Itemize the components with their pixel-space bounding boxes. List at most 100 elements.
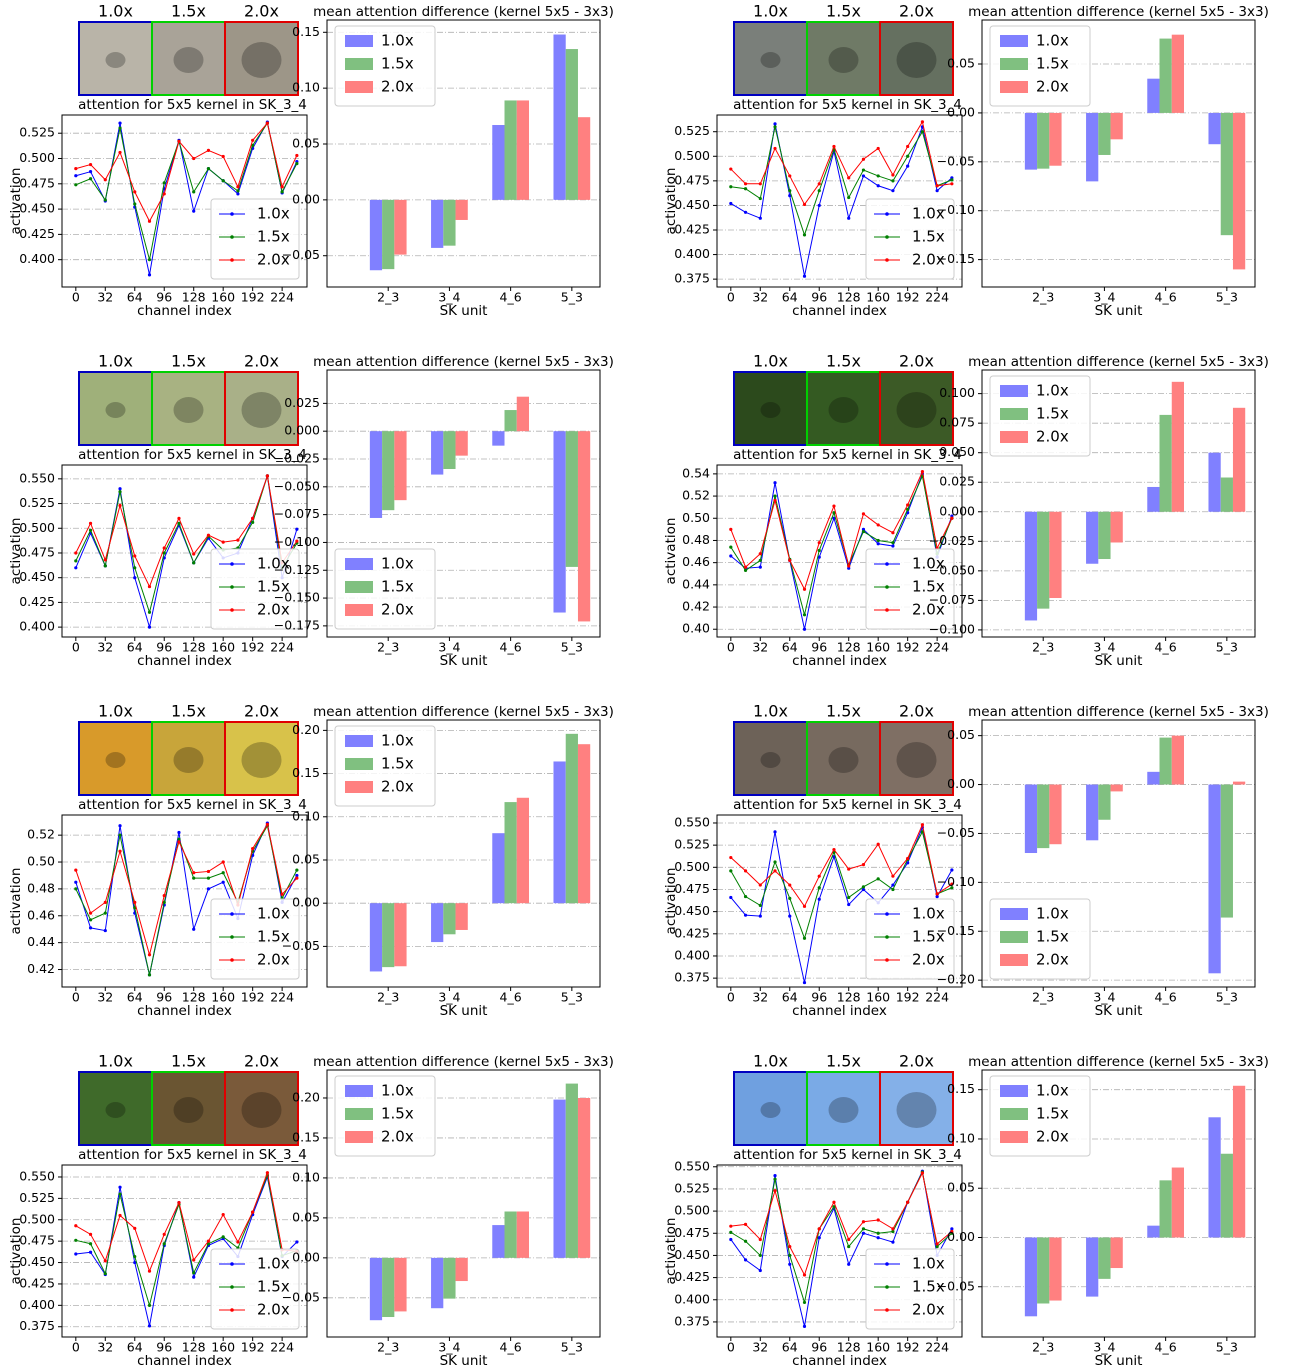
bar [1147,1226,1159,1238]
chart-title: mean attention difference (kernel 5x5 - … [313,354,614,370]
point [729,1238,732,1241]
x-tick-label: 32 [97,640,113,655]
legend-patch [1000,35,1028,47]
point [104,911,107,914]
point [803,588,806,591]
legend-patch [345,735,373,747]
point [133,566,136,569]
y-tick-label: 0.525 [674,1180,710,1195]
y-tick-label: 0.375 [674,1313,710,1328]
y-tick-label: 0.50 [682,510,710,525]
chart-title: mean attention difference (kernel 5x5 - … [968,354,1269,370]
image-subject [174,747,204,773]
x-tick-label: 32 [752,1340,768,1355]
bar [1037,785,1049,849]
point [74,1252,77,1255]
chart-title: attention for 5x5 kernel in SK_3_4 [78,797,307,813]
image-label: 1.5x [826,2,861,21]
point [729,869,732,872]
x-tick-label: 192 [241,290,265,305]
x-tick-label: 192 [896,640,920,655]
legend-marker [885,958,889,962]
y-tick-label: 0.425 [674,925,710,940]
point [818,204,821,207]
point [192,190,195,193]
bar [382,431,394,510]
bar [1172,382,1184,512]
y-axis-label: activation [8,518,24,585]
y-tick-label: 0.425 [19,226,55,241]
point [936,892,939,895]
y-tick-label: −0.05 [282,247,320,262]
bar [1160,415,1172,512]
point [862,1220,865,1223]
point [104,558,107,561]
point [207,1240,210,1243]
x-tick-label: 4_6 [1155,990,1177,1005]
point [118,1214,121,1217]
legend-label: 1.5x [381,755,414,773]
bar [566,49,578,200]
point [847,1238,850,1241]
point [192,928,195,931]
bar [456,903,468,930]
bar [1049,113,1061,166]
y-tick-label: −0.05 [282,1289,320,1304]
legend-label: 2.0x [381,778,414,796]
point [759,217,762,220]
y-tick-label: 0.550 [19,1168,55,1183]
point [222,541,225,544]
bar [1111,113,1123,139]
point [891,544,894,547]
point [803,203,806,206]
y-tick-label: −0.05 [937,1278,975,1293]
image-label: 2.0x [899,1052,934,1071]
point [133,1255,136,1258]
bar [1049,785,1061,845]
y-tick-label: 0.425 [19,1275,55,1290]
bar [1221,1154,1233,1238]
bar [1172,1168,1184,1238]
point [222,871,225,874]
y-tick-label: −0.05 [282,938,320,953]
y-tick-label: 0.400 [674,947,710,962]
point [148,1324,151,1327]
x-tick-label: 4_6 [500,640,522,655]
x-axis-label: channel index [137,1003,232,1019]
point [222,179,225,182]
point [163,546,166,549]
x-tick-label: 4_6 [1155,1340,1177,1355]
bar [1147,772,1159,785]
point [74,881,77,884]
legend-label: 2.0x [257,951,290,969]
legend-label: 1.5x [1036,1105,1069,1123]
bar [1025,113,1037,170]
y-tick-label: 0.475 [19,1233,55,1248]
x-axis-label: SK unit [440,303,488,319]
point [744,211,747,214]
point [222,881,225,884]
x-axis-label: SK unit [1095,1353,1143,1369]
y-tick-label: −0.050 [929,562,975,577]
point [891,179,894,182]
point [89,1251,92,1254]
x-tick-label: 0 [72,290,80,305]
point [862,1232,865,1235]
point [192,1271,195,1274]
y-tick-label: 0.375 [19,1318,55,1333]
point [89,170,92,173]
y-tick-label: 0.500 [19,520,55,535]
point [847,196,850,199]
point [236,1240,239,1243]
bar [578,431,590,621]
point [177,517,180,520]
point [877,184,880,187]
x-tick-label: 0 [727,640,735,655]
y-tick-label: 0.40 [682,621,710,636]
legend-label: 1.0x [257,905,290,923]
image-label: 1.0x [98,352,133,371]
x-tick-label: 2_3 [1032,290,1054,305]
point [773,1178,776,1181]
x-axis-label: SK unit [440,1353,488,1369]
point [773,125,776,128]
